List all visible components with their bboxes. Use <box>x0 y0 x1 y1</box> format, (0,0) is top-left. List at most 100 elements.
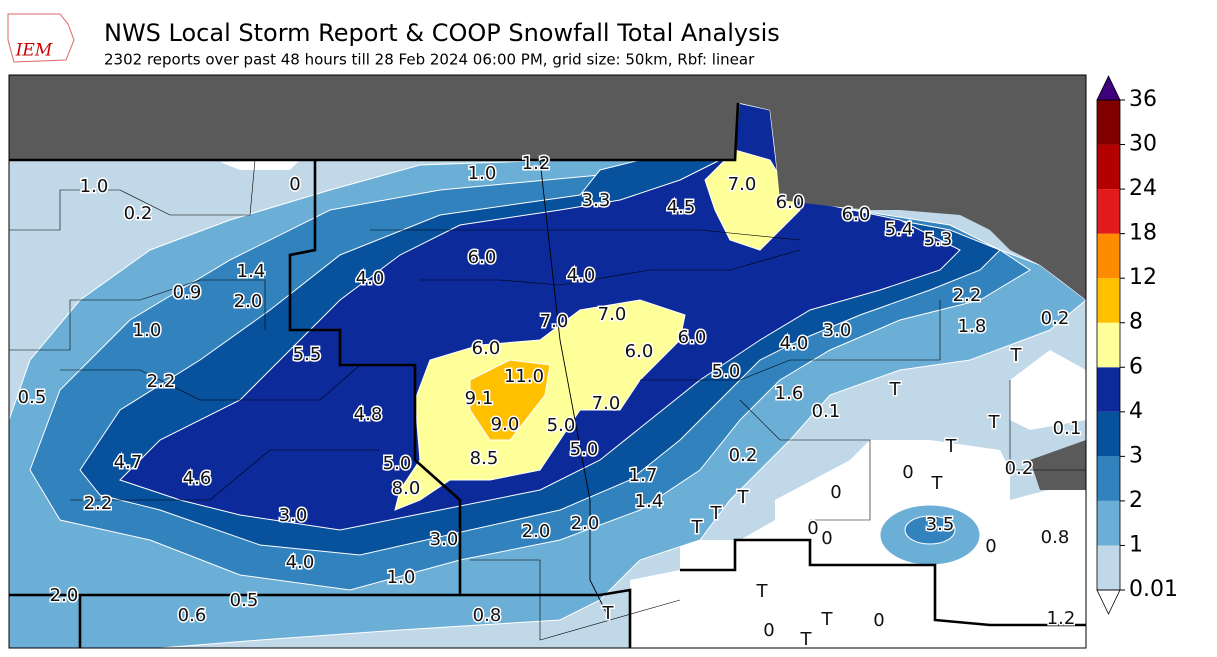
station-label: 1.8 <box>958 316 987 337</box>
station-label: T <box>800 629 813 650</box>
station-label: 6.0 <box>776 192 805 213</box>
map <box>9 75 1086 648</box>
colorbar-label: 4 <box>1129 399 1143 424</box>
logo-outline <box>7 13 75 63</box>
colorbar-label: 3 <box>1129 443 1143 468</box>
station-label: 0.8 <box>1041 527 1070 548</box>
station-label: T <box>1010 345 1023 366</box>
logo-text: IEM <box>15 41 53 61</box>
station-label: 0 <box>873 610 884 631</box>
station-label: 8.0 <box>392 478 421 499</box>
station-label: T <box>821 609 834 630</box>
station-labels: 1.0 0 1.0 1.2 0.2 3.3 4.5 7.0 6.0 6.0 5.4 5.3 1.4 4.0… <box>16 152 1083 652</box>
station-label: 5.0 <box>570 439 599 460</box>
station-label: 3.5 <box>926 514 955 535</box>
colorbar-label: 8 <box>1129 310 1143 335</box>
station-label: 9.1 <box>465 388 494 409</box>
colorbar-label: 30 <box>1129 132 1157 157</box>
contour-6 <box>704 149 801 251</box>
colorbar-label: 6 <box>1129 354 1143 379</box>
station-label: 3.0 <box>279 505 308 526</box>
station-label: 3.3 <box>582 190 611 211</box>
station-label: 1.0 <box>387 567 416 588</box>
station-label: T <box>737 487 750 508</box>
station-label: 2.0 <box>571 513 600 534</box>
title: NWS Local Storm Report & COOP Snowfall T… <box>104 19 780 47</box>
station-label: 5.3 <box>924 229 953 250</box>
station-label: 2.0 <box>522 521 551 542</box>
colorbar-segment <box>1097 545 1120 590</box>
colorbar-frame <box>1096 99 1121 591</box>
station-label: 4.0 <box>567 265 596 286</box>
colorbar-segment <box>1097 100 1120 145</box>
colorbar-over <box>1096 75 1121 101</box>
station-label: 0.2 <box>124 203 153 224</box>
station-label: T <box>756 581 769 602</box>
station-label: 1.6 <box>775 383 804 404</box>
station-label: 2.2 <box>84 493 113 514</box>
station-label: T <box>945 436 958 457</box>
station-label: 4.0 <box>780 333 809 354</box>
colorbar-segment <box>1097 411 1120 457</box>
outside-area <box>1030 440 1086 490</box>
station-label: 0 <box>807 518 818 539</box>
colorbar-label: 0.01 <box>1129 577 1178 602</box>
station-label: 3.0 <box>430 529 459 550</box>
contour-8 <box>469 359 551 441</box>
station-label: T <box>931 473 944 494</box>
station-label: 1.4 <box>237 261 266 282</box>
station-label: 0.9 <box>173 282 202 303</box>
colorbar-label: 2 <box>1129 488 1143 513</box>
station-label: 0.2 <box>729 445 758 466</box>
logo: IEM <box>7 13 75 63</box>
colorbar-segment <box>1097 322 1120 368</box>
colorbar-segment <box>1097 144 1120 190</box>
station-label: 0.6 <box>178 605 207 626</box>
station-label: 0.1 <box>812 401 841 422</box>
station-label: 0.2 <box>1041 308 1070 329</box>
station-label: 2.0 <box>234 291 263 312</box>
colorbar-segment <box>1097 233 1120 279</box>
station-label: 1.2 <box>522 153 551 174</box>
station-label: 4.6 <box>183 468 212 489</box>
station-label: 5.0 <box>547 415 576 436</box>
station-label: 7.0 <box>540 311 569 332</box>
station-label: 1.0 <box>468 163 497 184</box>
station-label: 5.4 <box>885 219 914 240</box>
station-label: 0.2 <box>1005 458 1034 479</box>
station-label: 0 <box>830 482 841 503</box>
station-label: 1.0 <box>80 176 109 197</box>
station-label: 5.0 <box>712 361 741 382</box>
zero-area <box>630 440 1086 648</box>
station-label: 0 <box>902 462 913 483</box>
station-label: 5.0 <box>383 453 412 474</box>
colorbar-label: 12 <box>1129 265 1157 290</box>
station-label: 1.7 <box>629 465 658 486</box>
station-label: T <box>691 517 704 538</box>
station-label: 11.0 <box>504 366 544 387</box>
colorbar-label: 18 <box>1129 221 1157 246</box>
river <box>539 159 611 621</box>
station-label: 5.5 <box>293 344 322 365</box>
station-label: 6.0 <box>625 341 654 362</box>
subtitle: 2302 reports over past 48 hours till 28 … <box>104 51 755 69</box>
station-label: 0 <box>985 536 996 557</box>
colorbar-label: 36 <box>1129 87 1157 112</box>
zero-area <box>220 160 300 170</box>
station-label: 1.4 <box>635 491 664 512</box>
station-label: 3.0 <box>823 320 852 341</box>
station-label: 0.5 <box>230 590 259 611</box>
station-label: 0 <box>821 528 832 549</box>
station-label: 2.2 <box>953 285 982 306</box>
station-label: 0 <box>289 174 300 195</box>
station-label: T <box>889 379 902 400</box>
station-label: 6.0 <box>472 338 501 359</box>
station-label: 2.2 <box>147 371 176 392</box>
station-label: 7.0 <box>728 174 757 195</box>
station-label: 4.8 <box>354 404 383 425</box>
colorbar-label: 1 <box>1129 532 1143 557</box>
station-label: 6.0 <box>678 327 707 348</box>
colorbar-segment <box>1097 456 1120 501</box>
station-label: 0.1 <box>1053 418 1082 439</box>
